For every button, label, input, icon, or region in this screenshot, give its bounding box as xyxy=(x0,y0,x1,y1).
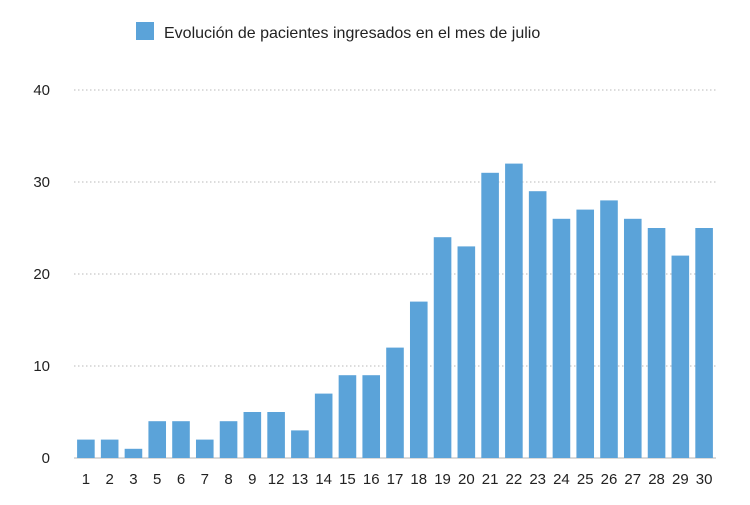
y-axis: 0 10 20 30 40 xyxy=(33,82,50,467)
x-tick-label: 12 xyxy=(268,471,285,488)
bar-day-26 xyxy=(600,200,618,458)
bar-day-28 xyxy=(647,228,666,458)
x-tick-label: 24 xyxy=(553,471,570,488)
x-tick-label: 3 xyxy=(129,471,137,488)
y-tick-label: 30 xyxy=(33,174,50,191)
x-tick-label: 28 xyxy=(648,471,665,488)
x-tick-label: 13 xyxy=(292,471,309,488)
bar-day-8 xyxy=(219,421,238,458)
bar-day-9 xyxy=(243,412,262,458)
x-axis: 1 2 3 5 6 7 8 9 12 13 14 15 16 17 18 19 20 21 22 23 24 25 26 27… xyxy=(82,471,713,488)
bar-day-24 xyxy=(552,218,571,458)
bar-day-25 xyxy=(576,209,595,458)
bars xyxy=(77,163,713,459)
x-tick-label: 30 xyxy=(696,471,713,488)
bar-day-2 xyxy=(100,439,119,458)
bar-day-18 xyxy=(409,301,428,458)
legend: Evolución de pacientes ingresados en el … xyxy=(136,22,540,42)
bar-day-1 xyxy=(77,439,95,458)
bar-day-17 xyxy=(386,347,404,458)
x-tick-label: 25 xyxy=(577,471,594,488)
x-tick-label: 21 xyxy=(482,471,499,488)
y-tick-label: 40 xyxy=(33,82,50,99)
x-tick-label: 26 xyxy=(601,471,618,488)
y-tick-label: 0 xyxy=(42,450,50,467)
bar-day-15 xyxy=(338,375,357,458)
bar-day-21 xyxy=(481,172,499,459)
x-tick-label: 18 xyxy=(410,471,427,488)
bar-day-19 xyxy=(433,237,452,458)
bar-day-27 xyxy=(623,218,642,458)
x-tick-label: 16 xyxy=(363,471,380,488)
x-tick-label: 14 xyxy=(315,471,332,488)
bar-day-13 xyxy=(291,430,309,458)
bar-day-12 xyxy=(267,412,285,458)
x-tick-label: 23 xyxy=(529,471,546,488)
x-tick-label: 6 xyxy=(177,471,185,488)
bar-day-29 xyxy=(671,255,690,458)
y-tick-label: 10 xyxy=(33,358,50,375)
x-tick-label: 1 xyxy=(82,471,90,488)
bar-day-3 xyxy=(124,448,143,458)
x-tick-label: 7 xyxy=(201,471,209,488)
bar-day-7 xyxy=(195,439,214,458)
bar-day-23 xyxy=(528,191,547,458)
x-tick-label: 20 xyxy=(458,471,475,488)
bar-day-14 xyxy=(314,393,333,458)
legend-swatch xyxy=(136,22,154,40)
x-tick-label: 29 xyxy=(672,471,689,488)
x-tick-label: 2 xyxy=(105,471,113,488)
bar-day-20 xyxy=(457,246,476,458)
x-tick-label: 5 xyxy=(153,471,161,488)
bar-day-30 xyxy=(695,228,713,458)
x-tick-label: 17 xyxy=(387,471,404,488)
legend-label: Evolución de pacientes ingresados en el … xyxy=(164,25,540,42)
bar-day-16 xyxy=(362,375,381,458)
x-tick-label: 9 xyxy=(248,471,256,488)
x-tick-label: 15 xyxy=(339,471,356,488)
bar-day-6 xyxy=(172,421,190,458)
x-tick-label: 8 xyxy=(224,471,232,488)
bar-day-22 xyxy=(505,163,523,458)
bar-day-5 xyxy=(148,421,167,458)
x-tick-label: 19 xyxy=(434,471,451,488)
x-tick-label: 22 xyxy=(506,471,523,488)
x-tick-label: 27 xyxy=(624,471,641,488)
y-tick-label: 20 xyxy=(33,266,50,283)
